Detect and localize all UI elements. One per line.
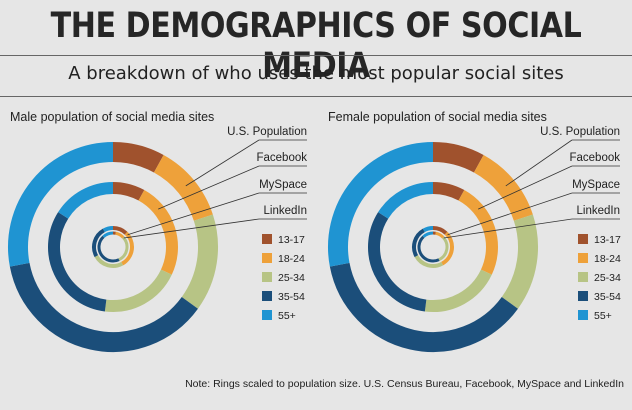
male-legend-label-55+: 55+: [278, 310, 296, 322]
female-ring-1-segment-35-54: [368, 212, 427, 312]
male-legend-swatch-35-54: [262, 291, 272, 301]
female-ring-3-segment-55+: [422, 231, 434, 238]
male-ring-1-segment-18-24: [138, 190, 178, 275]
female-ring-3-segment-18-24: [435, 231, 445, 239]
female-ring-2-segment-35-54: [412, 228, 425, 258]
male-ring-0-segment-13-17: [112, 142, 164, 173]
male-ring-3-segment-55+: [102, 231, 114, 238]
male-ring-1-segment-55+: [58, 182, 114, 219]
female-ring-1-segment-13-17: [432, 182, 465, 201]
male-legend-label-35-54: 35-54: [278, 291, 305, 303]
female-ring-3-segment-35-54: [417, 235, 440, 263]
male-ring-0-segment-35-54: [9, 262, 198, 352]
female-leader-line-1: [478, 165, 573, 210]
female-chart-title: Female population of social media sites: [328, 110, 547, 124]
male-ring-2-segment-25-34: [94, 255, 124, 268]
male-ring-label-2: MySpace: [259, 179, 307, 191]
female-legend-label-13-17: 13-17: [594, 234, 621, 246]
male-ring-2-segment-35-54: [92, 228, 105, 258]
female-ring-label-3: LinkedIn: [577, 205, 620, 217]
female-ring-0-segment-55+: [328, 142, 434, 267]
male-leader-line-1: [158, 165, 260, 210]
male-ring-3-segment-35-54: [97, 235, 120, 263]
male-ring-0-segment-25-34: [181, 214, 218, 309]
female-ring-1-segment-18-24: [458, 190, 498, 275]
female-legend-swatch-25-34: [578, 272, 588, 282]
male-chart-title: Male population of social media sites: [10, 110, 214, 124]
female-ring-1-segment-25-34: [424, 269, 492, 312]
female-legend-swatch-35-54: [578, 291, 588, 301]
source-note: Note: Rings scaled to population size. U…: [185, 378, 624, 390]
female-ring-2-segment-25-34: [414, 255, 444, 268]
male-ring-1-segment-35-54: [48, 212, 107, 312]
female-ring-2-segment-55+: [422, 226, 434, 233]
female-leader-line-2: [447, 192, 573, 236]
female-legend-label-35-54: 35-54: [594, 291, 621, 303]
male-leader-line-2: [127, 192, 260, 236]
male-legend-swatch-55+: [262, 310, 272, 320]
female-legend-swatch-18-24: [578, 253, 588, 263]
female-ring-3-segment-25-34: [438, 236, 449, 262]
female-ring-label-2: MySpace: [572, 179, 620, 191]
male-legend-swatch-18-24: [262, 253, 272, 263]
male-ring-label-1: Facebook: [256, 152, 307, 164]
female-ring-label-1: Facebook: [569, 152, 620, 164]
male-ring-2-segment-55+: [102, 226, 114, 233]
female-legend-swatch-13-17: [578, 234, 588, 244]
male-ring-2-segment-18-24: [121, 231, 134, 266]
female-ring-label-0: U.S. Population: [540, 126, 620, 138]
male-ring-label-3: LinkedIn: [264, 205, 307, 217]
female-ring-0-segment-25-34: [501, 214, 538, 309]
female-ring-0-segment-35-54: [329, 262, 518, 352]
male-legend-swatch-13-17: [262, 234, 272, 244]
female-ring-2-segment-13-17: [432, 226, 448, 235]
female-legend-label-18-24: 18-24: [594, 253, 621, 265]
female-legend-label-55+: 55+: [594, 310, 612, 322]
page-title: THE DEMOGRAPHICS OF SOCIAL MEDIA: [50, 6, 582, 86]
female-ring-0-segment-18-24: [473, 154, 533, 222]
male-legend-swatch-25-34: [262, 272, 272, 282]
female-legend-swatch-55+: [578, 310, 588, 320]
male-ring-3-segment-25-34: [118, 236, 129, 262]
title-divider-top: [0, 55, 632, 56]
female-legend-label-25-34: 25-34: [594, 272, 621, 284]
female-leader-line-3: [443, 218, 573, 239]
male-legend-label-25-34: 25-34: [278, 272, 305, 284]
page-subtitle: A breakdown of who uses the most popular…: [68, 63, 564, 84]
male-ring-label-0: U.S. Population: [227, 126, 307, 138]
male-leader-line-0: [185, 139, 260, 187]
female-leader-line-0: [505, 139, 573, 187]
female-ring-2-segment-18-24: [441, 231, 454, 266]
male-legend-label-18-24: 18-24: [278, 253, 305, 265]
male-ring-3-segment-18-24: [115, 231, 125, 239]
title-divider-bottom: [0, 96, 632, 97]
male-ring-2-segment-13-17: [112, 226, 128, 235]
male-leader-line-3: [123, 218, 260, 239]
male-legend-label-13-17: 13-17: [278, 234, 305, 246]
female-ring-1-segment-55+: [378, 182, 434, 219]
male-ring-0-segment-55+: [8, 142, 114, 267]
female-ring-0-segment-13-17: [432, 142, 484, 173]
male-ring-1-segment-13-17: [112, 182, 145, 201]
male-ring-1-segment-25-34: [104, 269, 172, 312]
